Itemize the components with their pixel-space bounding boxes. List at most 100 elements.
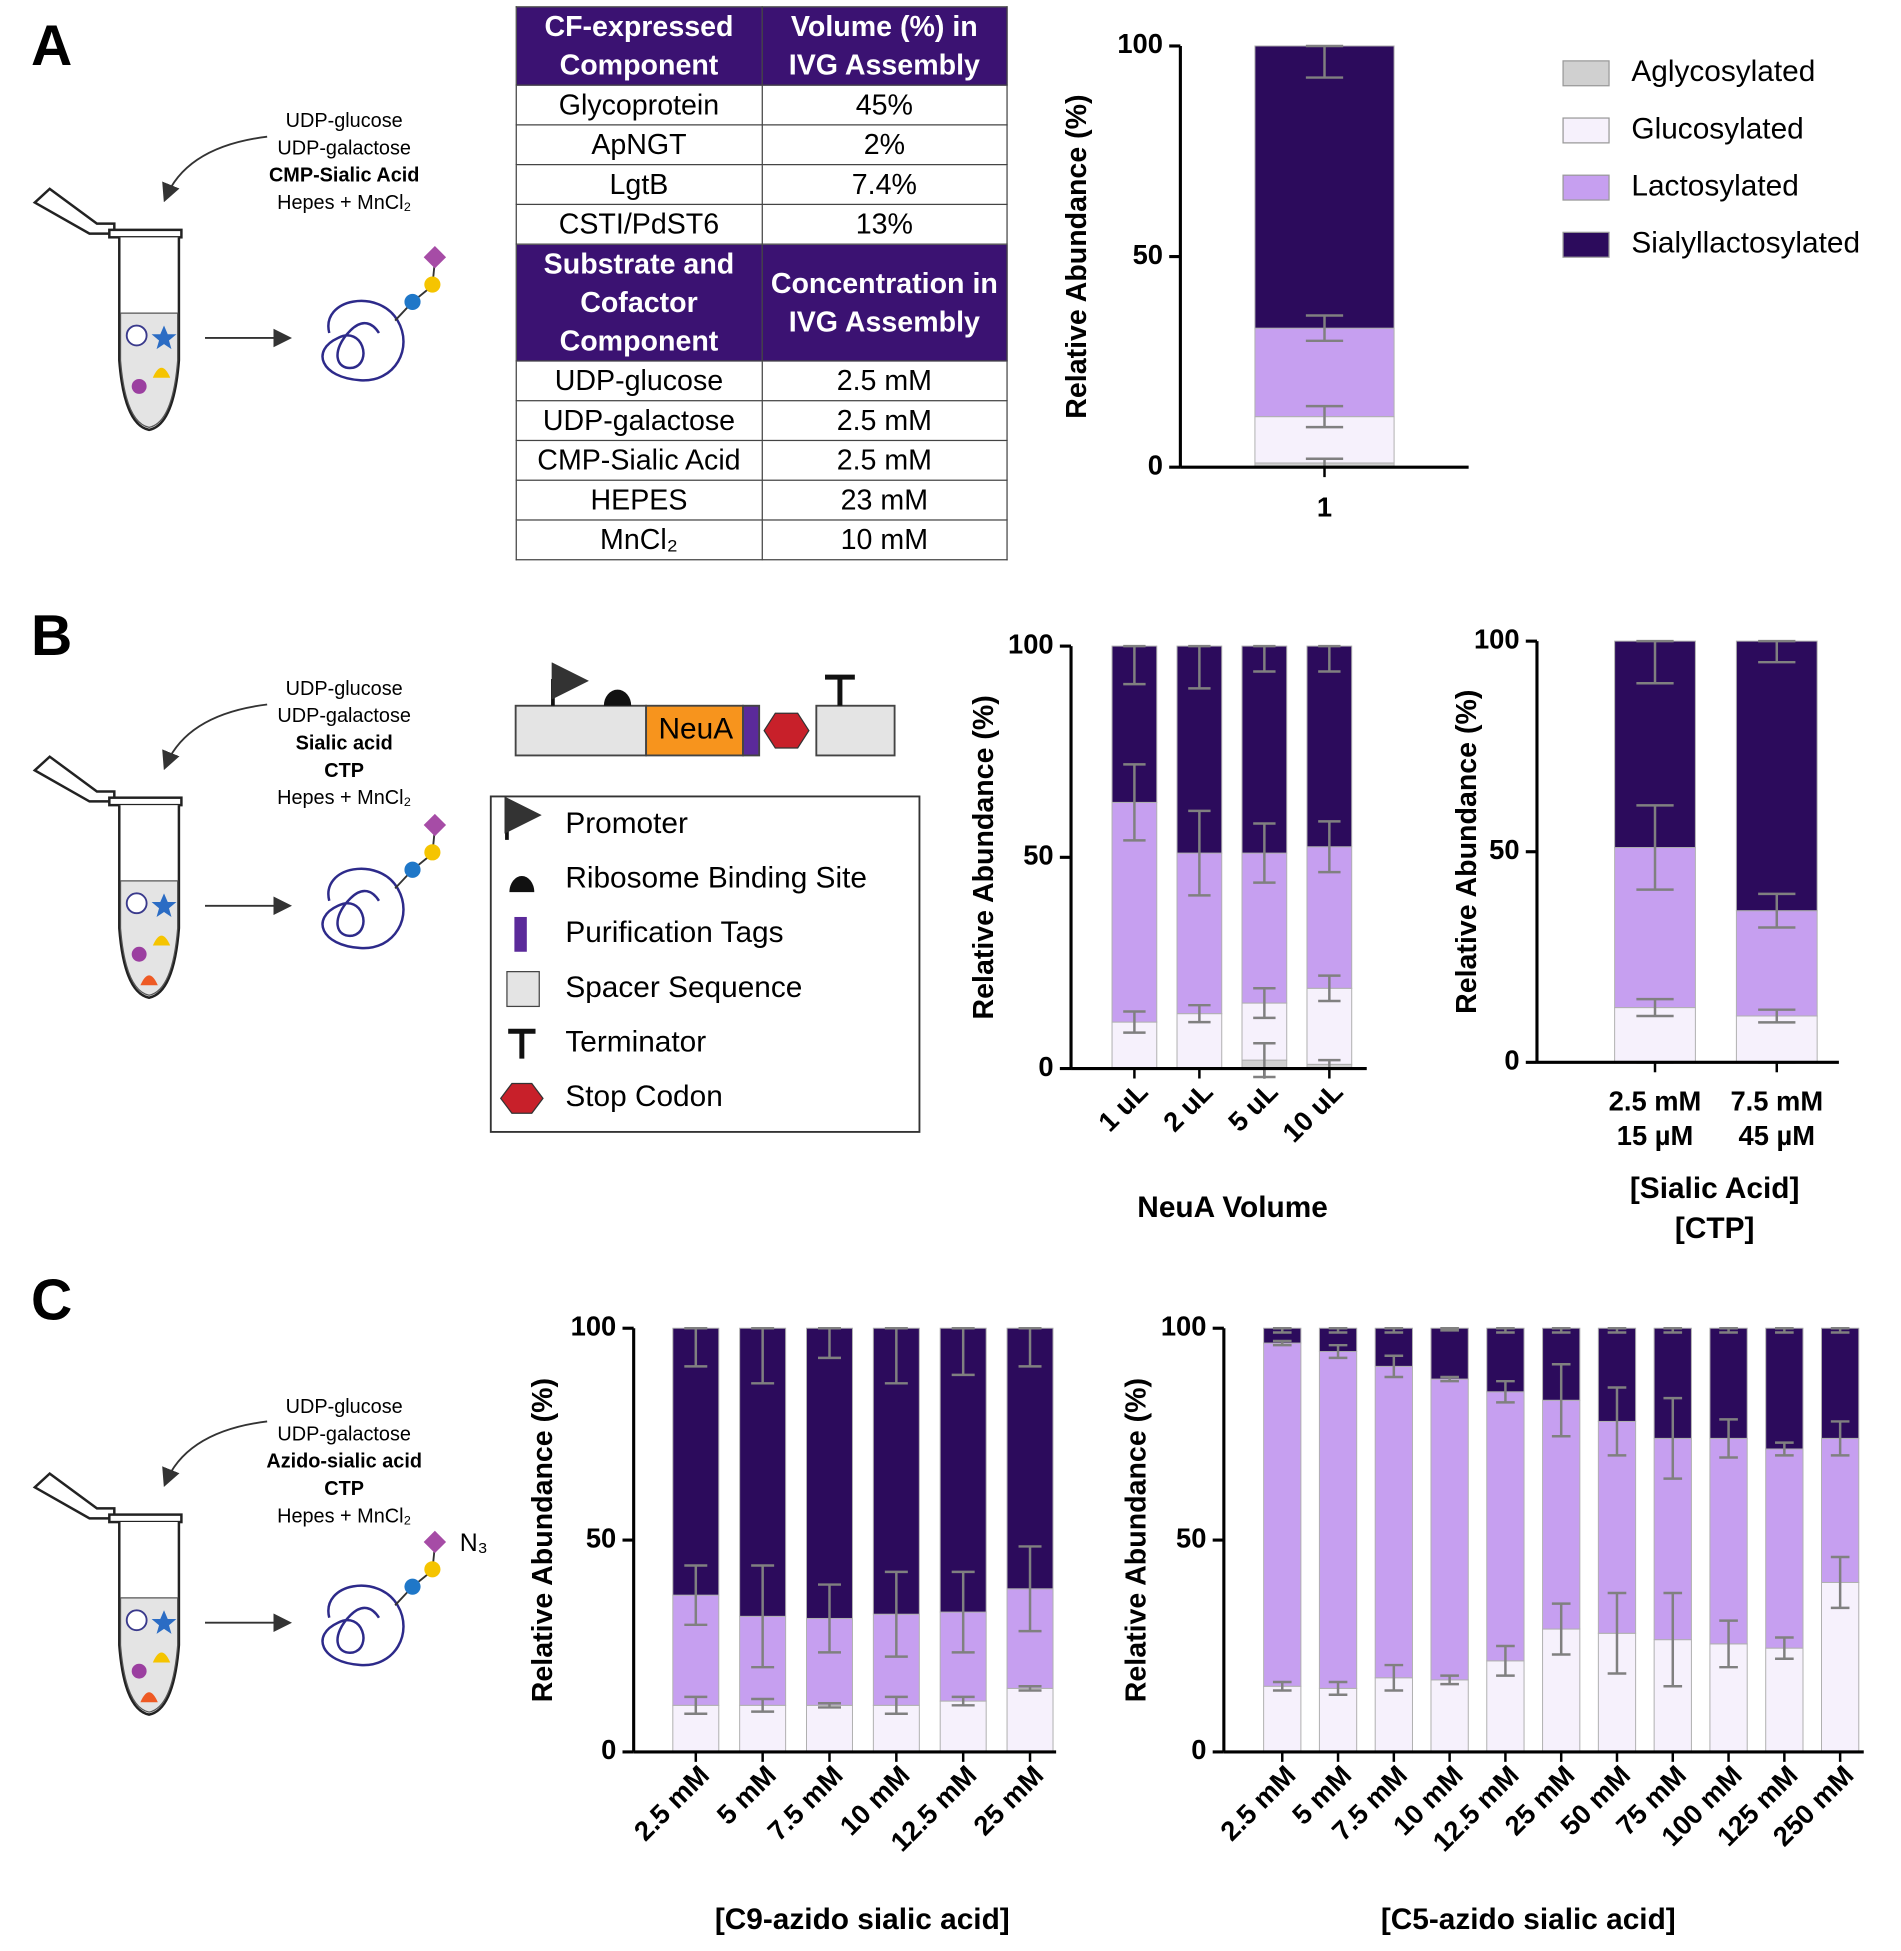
reagent-label: UDP-galactose: [277, 137, 411, 159]
error-bar: [1018, 1326, 1042, 1368]
error-bar: [1719, 1326, 1738, 1334]
reagent-label: Hepes + MnCl₂: [277, 1505, 411, 1527]
legend-swatch: [1562, 60, 1610, 87]
bar-segment: [1241, 645, 1288, 854]
table-row: MnCl₂ 10 mM: [515, 519, 1008, 561]
error-bar: [1253, 1041, 1276, 1079]
table-cell: CSTI/PdST6: [515, 203, 763, 245]
gene-label: NeuA: [659, 712, 734, 745]
bar-segment: [1263, 1685, 1302, 1753]
error-bar: [1123, 763, 1146, 842]
legend-swatch: [1562, 174, 1610, 201]
bar-segment: [806, 1704, 853, 1753]
error-bar: [1607, 1326, 1627, 1334]
bar-segment: [1709, 1437, 1748, 1645]
x-tick-label: 2.5 mM: [1214, 1759, 1301, 1846]
table-cell: Volume (%) in IVG Assembly: [761, 6, 1008, 86]
y-tick-label: 50: [1133, 239, 1163, 270]
error-bar: [951, 1695, 975, 1707]
bar-segment: [1735, 640, 1818, 912]
y-tick-label: 50: [1023, 840, 1053, 871]
reagent-label: Sialic acid: [296, 733, 393, 755]
error-bar: [817, 1326, 841, 1360]
table-cell: 45%: [761, 84, 1008, 126]
error-bar: [1253, 822, 1276, 884]
error-bar: [1830, 1326, 1850, 1334]
legend-label: Stop Codon: [565, 1080, 722, 1113]
table-row: UDP-glucose 2.5 mM: [515, 360, 1008, 402]
error-bar: [1318, 644, 1341, 673]
y-axis-label: Relative Abundance (%): [1451, 690, 1483, 1014]
x-tick-line: 45 µM: [1739, 1120, 1816, 1151]
construct-legend: Promoter Ribosome Binding Site Purificat…: [489, 795, 921, 1133]
table-cell: 2%: [761, 124, 1008, 166]
x-tick-label: 1 uL: [1092, 1076, 1154, 1138]
legend-label: Promoter: [565, 807, 688, 840]
error-bar: [1318, 974, 1341, 1003]
x-tick-label: 2.5 mM: [628, 1759, 715, 1846]
table-cell: 2.5 mM: [761, 400, 1008, 442]
x-axis-label: [Sialic Acid]: [1630, 1172, 1800, 1205]
table-cell: ApNGT: [515, 124, 763, 166]
error-bar: [1440, 1674, 1459, 1686]
error-bar: [1328, 1680, 1348, 1696]
error-bar: [1305, 44, 1344, 79]
bar-segment: [806, 1327, 853, 1619]
error-bar: [1496, 1644, 1515, 1677]
y-tick-label: 100: [571, 1310, 617, 1341]
x-tick-line: 2.5 mM: [1609, 1086, 1702, 1117]
table-cell: UDP-galactose: [515, 400, 763, 442]
y-axis-label: Relative Abundance (%): [527, 1378, 559, 1702]
y-axis-label: Relative Abundance (%): [1061, 94, 1093, 418]
table-cell: Glycoprotein: [515, 84, 763, 126]
y-tick-label: 0: [601, 1734, 616, 1765]
bar-segment: [1486, 1391, 1525, 1662]
error-bar: [684, 1326, 708, 1368]
table-row: UDP-galactose 2.5 mM: [515, 400, 1008, 442]
table-cell: Concentration in IVG Assembly: [761, 243, 1008, 362]
legend-swatch: [1562, 117, 1610, 144]
bar-segment: [1006, 1687, 1054, 1753]
x-tick-label: 25 mM: [967, 1759, 1049, 1841]
error-bar: [1607, 1386, 1627, 1457]
y-tick-label: 0: [1191, 1734, 1206, 1765]
table-cell: 2.5 mM: [761, 360, 1008, 402]
y-tick-label: 100: [1008, 628, 1054, 659]
bar-segment: [1430, 1378, 1469, 1681]
table-row: ApNGT 2%: [515, 124, 1008, 166]
bar-segment: [1542, 1399, 1581, 1630]
error-bar: [1188, 1003, 1211, 1024]
reagent-label: CTP: [324, 760, 364, 782]
table-cell: LgtB: [515, 164, 763, 206]
error-bar: [951, 1570, 975, 1654]
error-bar: [751, 1697, 775, 1713]
table-cell: HEPES: [515, 479, 763, 521]
legend-label: Terminator: [565, 1026, 706, 1059]
error-bar: [1272, 1339, 1292, 1347]
y-tick-label: 100: [1161, 1310, 1207, 1341]
table-cell: 13%: [761, 203, 1008, 245]
error-bar: [1663, 1326, 1683, 1334]
error-bar: [1440, 1375, 1459, 1383]
error-bar: [1123, 1010, 1146, 1034]
error-bar: [1551, 1602, 1571, 1656]
table-cell: 10 mM: [761, 519, 1008, 561]
error-bar: [817, 1701, 841, 1709]
error-bar: [1496, 1326, 1515, 1334]
table-cell: 2.5 mM: [761, 439, 1008, 481]
error-bar: [1758, 639, 1796, 664]
error-bar: [1758, 892, 1796, 929]
error-bar: [1775, 1636, 1794, 1660]
chart: 1 0 50 100 Relative Abundance (%) Aglycosylat…: [1061, 28, 1860, 522]
error-bar: [1272, 1680, 1292, 1692]
table-cell: 7.4%: [761, 164, 1008, 206]
reagent-label: Azido-sialic acid: [266, 1451, 422, 1473]
table-row: LgtB 7.4%: [515, 164, 1008, 206]
bar-segment: [1765, 1327, 1804, 1450]
table-cell: CMP-Sialic Acid: [515, 439, 763, 481]
y-tick-label: 0: [1148, 449, 1163, 480]
legend-swatch: [1562, 231, 1610, 258]
x-tick-label: 10 uL: [1276, 1076, 1348, 1148]
